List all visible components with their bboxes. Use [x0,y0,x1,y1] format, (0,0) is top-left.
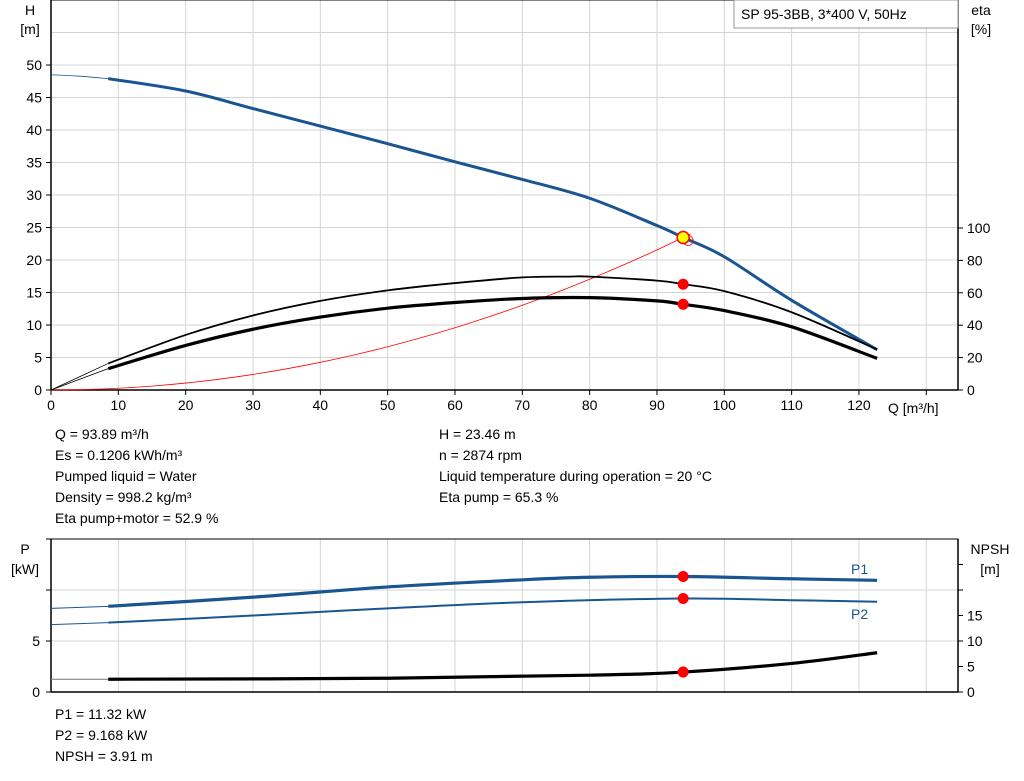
y2-axis-unit: [%] [971,21,991,37]
x-tick-label: 0 [47,397,55,413]
y2-tick-label: 5 [967,659,975,675]
lower-chart: 0 5 0 5 10 15 P [kW] NPSH [m] P1 P2 [11,538,1010,700]
info-q: Q = 93.89 m³/h [55,426,149,442]
info-temp: Liquid temperature during operation = 20… [439,468,712,484]
eta_pump-extrapolated-line [50,363,109,391]
x-axis-label: Q [m³/h] [888,400,939,416]
y-axis-name: P [20,541,29,557]
y-tick-label: 50 [26,57,42,73]
y-tick-label: 5 [34,350,42,366]
y-tick-label: 10 [26,317,42,333]
info-density: Density = 998.2 kg/m³ [55,489,192,505]
y2-tick-label: 0 [967,382,975,398]
info-liquid: Pumped liquid = Water [55,468,197,484]
y2-axis-name: eta [971,2,991,18]
y2-tick-label: 100 [967,220,991,236]
y-tick-label: 0 [34,382,42,398]
p2-duty-point [677,592,689,604]
y-tick-label: 25 [26,220,42,236]
info-npsh: NPSH = 3.91 m [55,748,153,764]
y2-tick-label: 15 [967,608,983,624]
y-tick-label: 40 [26,122,42,138]
P2-extrapolated-line [50,622,109,626]
P1-curve [108,574,878,608]
P1-extrapolated-line [50,605,109,609]
y-tick-label: 0 [32,684,40,700]
y2-tick-label: 40 [967,317,983,333]
y2-tick-label: 80 [967,252,983,268]
x-tick-label: 50 [380,397,396,413]
x-tick-label: 60 [447,397,463,413]
y-tick-label: 20 [26,252,42,268]
info-n: n = 2874 rpm [439,447,522,463]
x-tick-label: 90 [649,397,665,413]
y-tick-label: 5 [32,633,40,649]
y-tick-label: 15 [26,285,42,301]
y2-axis-unit: [m] [980,561,999,577]
y2-tick-label: 0 [967,684,975,700]
eta_pump-curve [107,275,878,365]
y-axis-name: H [25,2,35,18]
info-es: Es = 0.1206 kWh/m³ [55,447,183,463]
info-right: H = 23.46 m n = 2874 rpm Liquid temperat… [439,424,712,508]
y2-tick-label: 60 [967,285,983,301]
info-bottom: P1 = 11.32 kW P2 = 9.168 kW NPSH = 3.91 … [55,704,153,767]
info-p2: P2 = 9.168 kW [55,727,148,743]
plot-frame [50,538,959,693]
legend-box [733,0,959,29]
info-h: H = 23.46 m [439,426,516,442]
y2-axis-name: NPSH [971,541,1010,557]
upper-chart: 0 10 20 30 40 50 60 70 80 90 100 110 120 0 5 10 15 20 25 30… [20,0,991,416]
eta_pump_motor-curve [107,295,878,371]
info-p1: P1 = 11.32 kW [55,706,147,722]
x-tick-label: 70 [515,397,531,413]
NPSH-curve [108,651,878,681]
x-tick-label: 110 [780,397,803,413]
npsh-duty-point [677,666,689,678]
H-curve [107,77,878,351]
H-extrapolated-line [50,74,109,80]
p1-series-label: P1 [851,561,868,577]
eta_pump_motor-extrapolated-line [50,368,109,391]
P2-curve [108,597,878,624]
x-tick-label: 120 [847,397,871,413]
h-duty-point [676,230,690,245]
p1-duty-point [677,571,689,583]
y2-tick-label: 20 [967,350,983,366]
info-left: Q = 93.89 m³/h Es = 0.1206 kWh/m³ Pumped… [55,424,218,529]
info-eta-pump-motor: Eta pump+motor = 52.9 % [55,510,219,526]
system-curve [50,233,691,391]
y2-tick-label: 10 [967,633,983,649]
x-tick-label: 100 [713,397,737,413]
x-tick-label: 80 [582,397,598,413]
y-tick-label: 30 [26,187,42,203]
eta-pump-motor-duty-point [677,298,689,310]
y-axis-unit: [m] [20,21,39,37]
y-tick-label: 35 [26,155,42,171]
y-tick-label: 45 [26,90,42,106]
y-axis-unit: [kW] [11,561,39,577]
eta-pump-duty-point [677,278,689,290]
x-tick-label: 30 [245,397,261,413]
x-tick-label: 20 [178,397,194,413]
chart-title: SP 95-3BB, 3*400 V, 50Hz [741,6,907,22]
x-tick-label: 40 [313,397,329,413]
p2-series-label: P2 [851,606,868,622]
info-eta-pump: Eta pump = 65.3 % [439,489,559,505]
x-tick-label: 10 [111,397,127,413]
